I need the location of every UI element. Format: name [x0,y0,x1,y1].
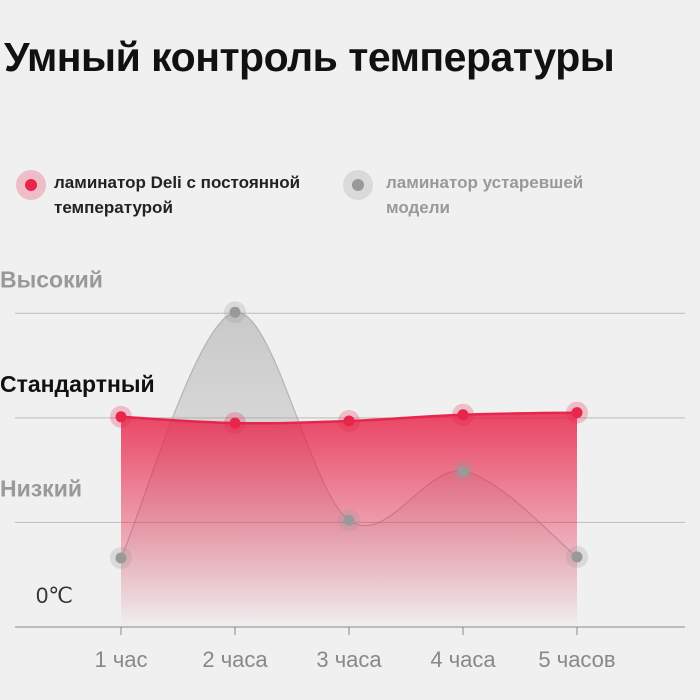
y-tick-label: 0℃ [36,583,73,608]
marker [571,551,583,563]
marker [571,407,583,419]
x-tick-label: 4 часа [430,647,496,672]
chart-title: Умный контроль температуры [4,34,615,80]
marker [229,306,241,318]
marker [457,409,469,421]
marker [343,415,355,427]
legend-marker [25,179,37,191]
marker [229,417,241,429]
marker [343,514,355,526]
legend-label: ламинатор Deli с постоянной температурой [54,173,301,217]
x-tick-label: 1 час [94,647,147,672]
y-tick-label: Низкий [0,476,82,502]
y-tick-label: Высокий [0,266,103,292]
legend-marker [352,179,364,191]
marker [457,465,469,477]
x-tick-label: 3 часа [316,647,382,672]
marker [115,411,127,423]
marker [115,552,127,564]
x-tick-label: 5 часов [538,647,615,672]
y-tick-label: Стандартный [0,371,155,397]
x-tick-label: 2 часа [202,647,268,672]
legend-label: ламинатор устаревшей модели [386,173,584,217]
